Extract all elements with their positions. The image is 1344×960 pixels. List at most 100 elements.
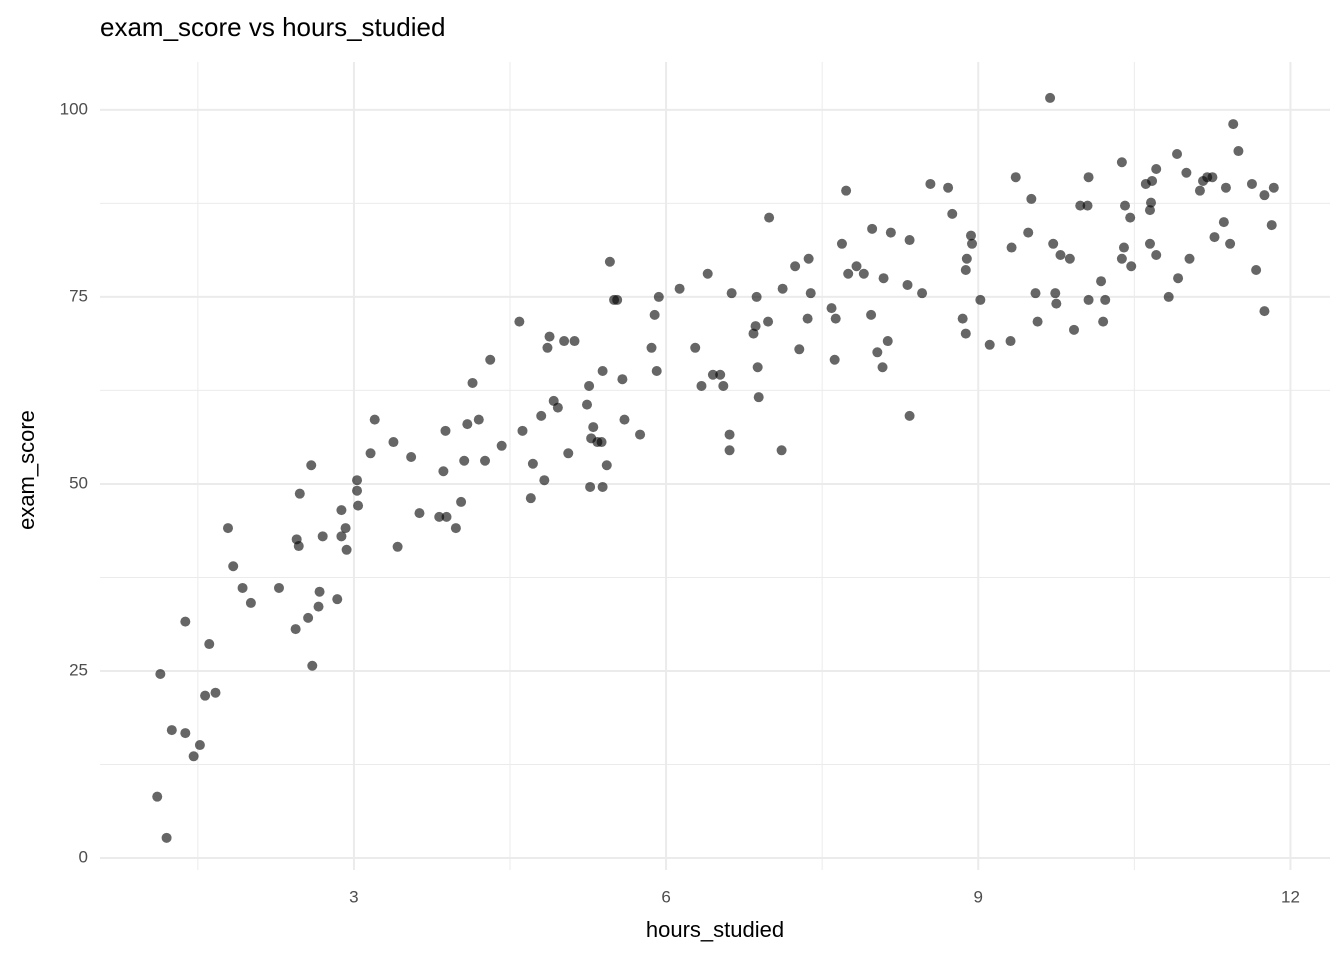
point [341,544,352,555]
point [552,402,563,413]
point [943,182,954,193]
point [646,342,657,353]
point [514,316,525,327]
chart-title: exam_score vs hours_studied [100,12,445,42]
y-axis-title: exam_score [14,410,39,530]
point [1147,175,1158,186]
point [604,256,615,267]
point [194,740,205,751]
point [830,313,841,324]
point [1098,316,1109,327]
point [365,448,376,459]
point [1083,172,1094,183]
point [1259,190,1270,201]
x-axis-title: hours_studied [646,917,784,942]
x-tick-label: 9 [974,887,983,906]
point [752,362,763,373]
point [750,321,761,332]
point [294,488,305,499]
point [1116,253,1127,264]
point [1055,250,1066,261]
point [245,597,256,608]
x-tick-label: 6 [661,887,670,906]
point [984,339,995,350]
point [777,283,788,294]
point [947,208,958,219]
point [802,313,813,324]
point [1218,217,1229,228]
point [1246,178,1257,189]
point [293,541,304,552]
point [1144,205,1155,216]
point [210,687,221,698]
point [841,185,852,196]
point [1010,172,1021,183]
point [961,253,972,264]
point [1207,172,1218,183]
point [222,523,233,534]
point [1209,232,1220,243]
point [1026,193,1037,204]
point [753,392,764,403]
point [542,342,553,353]
point [925,178,936,189]
point [967,238,978,249]
point [340,523,351,534]
point [459,455,470,466]
point [369,414,380,425]
point [204,639,215,650]
point [724,445,735,456]
point [843,268,854,279]
point [965,230,976,241]
point [527,458,538,469]
x-tick-label: 12 [1281,887,1300,906]
point [597,365,608,376]
point [1184,253,1195,264]
point [597,481,608,492]
point [1268,182,1279,193]
point [851,261,862,272]
point [957,313,968,324]
point [388,437,399,448]
x-tick-label: 3 [349,887,358,906]
point [414,508,425,519]
point [307,660,318,671]
point [332,594,343,605]
point [878,273,889,284]
point [237,582,248,593]
point [1082,200,1093,211]
point [1151,163,1162,174]
point [456,496,467,507]
point [751,291,762,302]
point [180,728,191,739]
y-tick-label: 0 [79,848,88,867]
point [858,268,869,279]
point [313,601,324,612]
y-tick-label: 50 [69,473,88,492]
point [635,429,646,440]
point [585,481,596,492]
point [836,238,847,249]
point [1144,238,1155,249]
point [1048,238,1059,249]
point [1228,119,1239,130]
point [718,380,729,391]
point [434,511,445,522]
point [1064,253,1075,264]
point [353,500,364,511]
point [612,294,623,305]
point [1120,200,1130,211]
point [1118,242,1129,253]
point [1116,157,1127,168]
point [882,336,893,347]
point [228,561,239,572]
point [525,493,536,504]
point [653,291,664,302]
point [314,586,325,597]
point [872,347,883,358]
point [696,380,707,391]
point [1023,227,1034,238]
point [1126,261,1137,272]
point [617,374,628,385]
